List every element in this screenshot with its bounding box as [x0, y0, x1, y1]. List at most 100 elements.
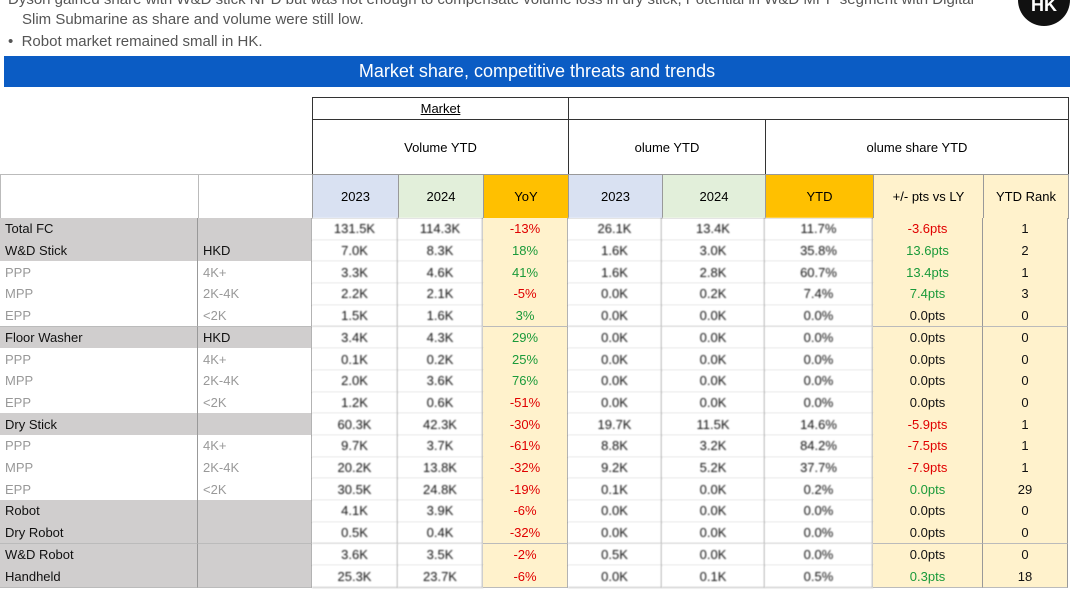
table-cell: 0.0pts: [873, 326, 983, 350]
table-cell: 1: [983, 435, 1068, 458]
row-label: MPP: [0, 283, 198, 306]
table-cell: 3.4K: [312, 326, 398, 350]
table-cell: 0.4K: [398, 521, 483, 545]
table-cell: 26.1K: [568, 218, 662, 241]
table-cell: 3.0K: [662, 239, 765, 263]
row-label: W&D Stick: [0, 239, 198, 263]
table-cell: 131.5K: [312, 218, 398, 241]
row-segment: [198, 521, 312, 545]
table-cell: 0: [983, 391, 1068, 415]
table-cell: 0.0pts: [873, 543, 983, 567]
table-cell: 0.0K: [568, 521, 662, 545]
table-cell: -7.5pts: [873, 435, 983, 458]
table-cell: 0.0%: [765, 521, 873, 545]
row-label: MPP: [0, 369, 198, 393]
table-cell: 0: [983, 500, 1068, 523]
table-cell: 114.3K: [398, 218, 483, 241]
bullet: • Robot market remained small in HK.: [8, 33, 263, 50]
table-cell: 0.2K: [398, 348, 483, 371]
table-cell: 13.4pts: [873, 261, 983, 285]
table-cell: 1: [983, 218, 1068, 241]
table-cell: -13%: [483, 218, 568, 241]
column-header: YTD Rank: [983, 174, 1069, 219]
table-cell: 8.3K: [398, 239, 483, 263]
table-cell: 7.0K: [312, 239, 398, 263]
row-label: Robot: [0, 500, 198, 523]
table-cell: 4.6K: [398, 261, 483, 285]
table-cell: 0.0K: [662, 348, 765, 371]
table-cell: 3.9K: [398, 500, 483, 523]
table-cell: 0.0K: [568, 326, 662, 350]
volume-header: Volume YTD: [312, 119, 569, 175]
table-cell: -51%: [483, 391, 568, 415]
table-cell: 60.3K: [312, 413, 398, 436]
table-cell: 0: [983, 326, 1068, 350]
row-segment: [198, 500, 312, 523]
table-cell: 0.0K: [662, 478, 765, 502]
column-header: YTD: [765, 174, 874, 219]
row-label: PPP: [0, 435, 198, 458]
bullet: Slim Submarine as share and volume were …: [22, 11, 364, 28]
row-segment: 2K-4K: [198, 456, 312, 480]
table-cell: 0.0pts: [873, 500, 983, 523]
table-cell: 0.0%: [765, 500, 873, 523]
table-cell: 0.2K: [662, 283, 765, 306]
table-cell: 1.6K: [568, 261, 662, 285]
table-cell: 0.0K: [568, 369, 662, 393]
table-cell: 2: [983, 239, 1068, 263]
table-cell: 0.0pts: [873, 304, 983, 328]
table-cell: 2.8K: [662, 261, 765, 285]
row-label: Floor Washer: [0, 326, 198, 350]
table-cell: 0.0K: [568, 348, 662, 371]
region-badge: HK: [1018, 0, 1070, 26]
table-cell: 0: [983, 304, 1068, 328]
table-cell: 25%: [483, 348, 568, 371]
table-cell: 0.0%: [765, 391, 873, 415]
table-cell: 0: [983, 348, 1068, 371]
row-label: MPP: [0, 456, 198, 480]
table-cell: 0: [983, 543, 1068, 567]
row-label: PPP: [0, 348, 198, 371]
table-cell: 0.0K: [568, 283, 662, 306]
table-cell: 1.5K: [312, 304, 398, 328]
table-cell: 1.2K: [312, 391, 398, 415]
column-header: 2024: [398, 174, 484, 219]
table-cell: 2.2K: [312, 283, 398, 306]
table-cell: 0.0K: [662, 500, 765, 523]
table-cell: -32%: [483, 456, 568, 480]
bullet: Dyson gained share with W&D stick NPD bu…: [8, 0, 974, 8]
table-cell: 0.0%: [765, 304, 873, 328]
table-cell: 23.7K: [398, 565, 483, 588]
table-cell: 37.7%: [765, 456, 873, 480]
table-cell: 0.0K: [568, 304, 662, 328]
table-cell: 0.0pts: [873, 478, 983, 502]
row-segment: 4K+: [198, 348, 312, 371]
header-cell: [568, 97, 1069, 120]
row-label: Dry Robot: [0, 521, 198, 545]
table-cell: -2%: [483, 543, 568, 567]
header-cell: [0, 174, 199, 219]
column-header: 2023: [568, 174, 663, 219]
header-cell: [198, 174, 313, 219]
row-segment: 4K+: [198, 435, 312, 458]
table-cell: 1.6K: [398, 304, 483, 328]
column-header: YoY: [483, 174, 569, 219]
table-cell: 0.0K: [568, 565, 662, 588]
table-cell: 0.0pts: [873, 369, 983, 393]
share-header: olume share YTD: [765, 119, 1069, 175]
row-segment: HKD: [198, 326, 312, 350]
table-cell: 0.5K: [312, 521, 398, 545]
row-segment: <2K: [198, 304, 312, 328]
table-cell: 84.2%: [765, 435, 873, 458]
table-cell: 2.0K: [312, 369, 398, 393]
table-cell: 1: [983, 456, 1068, 480]
table-cell: -30%: [483, 413, 568, 436]
banner-title: Market share, competitive threats and tr…: [4, 56, 1070, 87]
table-cell: 0.0%: [765, 369, 873, 393]
table-cell: 3.2K: [662, 435, 765, 458]
row-segment: [198, 565, 312, 588]
table-cell: -61%: [483, 435, 568, 458]
column-header: +/- pts vs LY: [873, 174, 984, 219]
column-header: 2023: [312, 174, 399, 219]
